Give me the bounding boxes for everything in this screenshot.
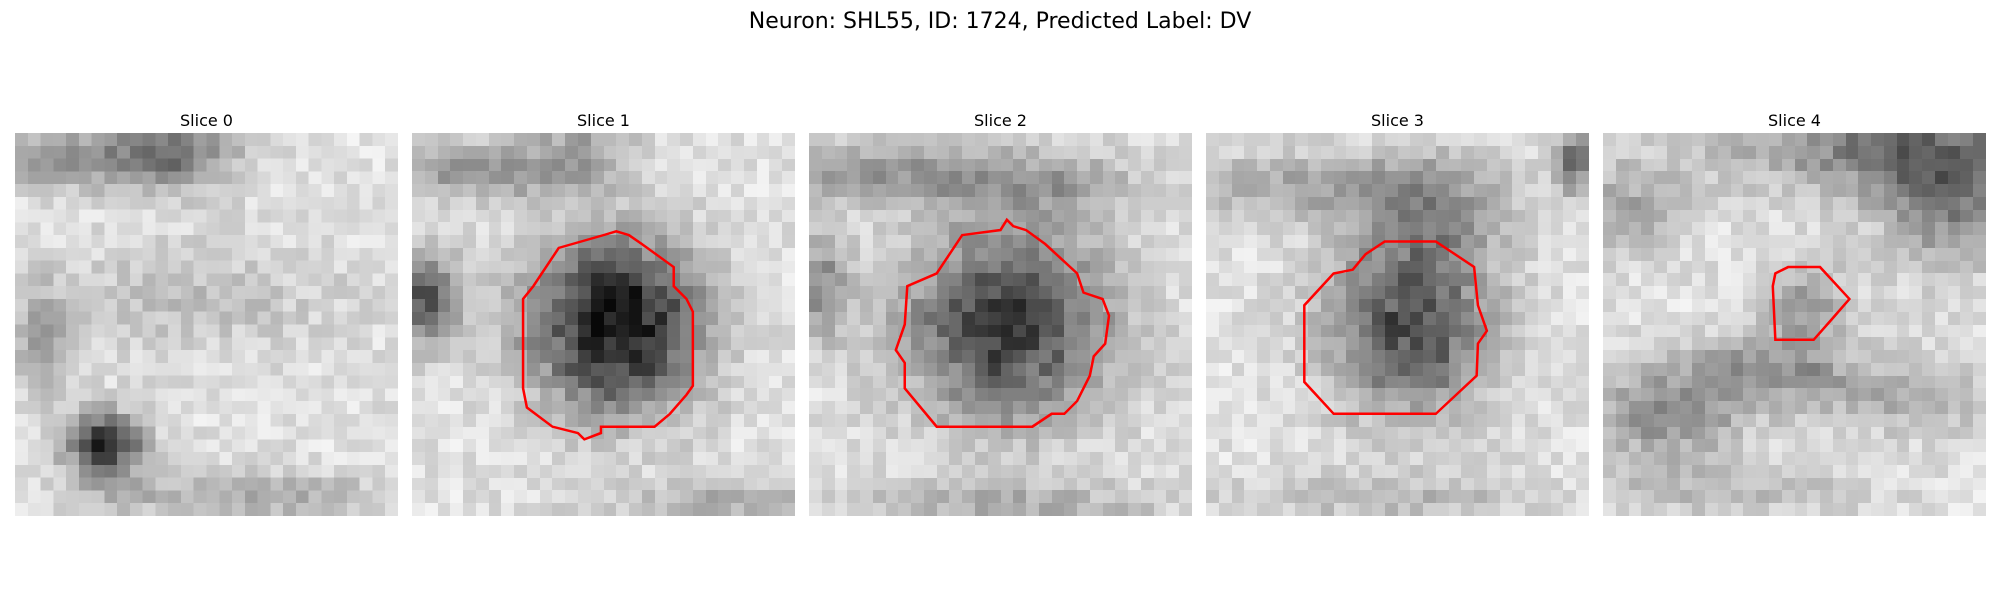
slice-title-1: Slice 1 — [577, 111, 630, 130]
slice-panel-3: Slice 3 — [1206, 109, 1589, 516]
slice-image-3 — [1206, 133, 1589, 516]
slice-image-1 — [412, 133, 795, 516]
slice-panel-4: Slice 4 — [1603, 109, 1986, 516]
slice-title-0: Slice 0 — [180, 111, 233, 130]
slice-image-2 — [809, 133, 1192, 516]
slice-title-4: Slice 4 — [1768, 111, 1821, 130]
slice-image-0 — [15, 133, 398, 516]
figure-title: Neuron: SHL55, ID: 1724, Predicted Label… — [748, 9, 1252, 34]
slice-panel-1: Slice 1 — [412, 109, 795, 516]
slice-image-4 — [1603, 133, 1986, 516]
slice-panel-0: Slice 0 — [15, 109, 398, 516]
slice-title-2: Slice 2 — [974, 111, 1027, 130]
slice-title-3: Slice 3 — [1371, 111, 1424, 130]
slice-panel-2: Slice 2 — [809, 109, 1192, 516]
